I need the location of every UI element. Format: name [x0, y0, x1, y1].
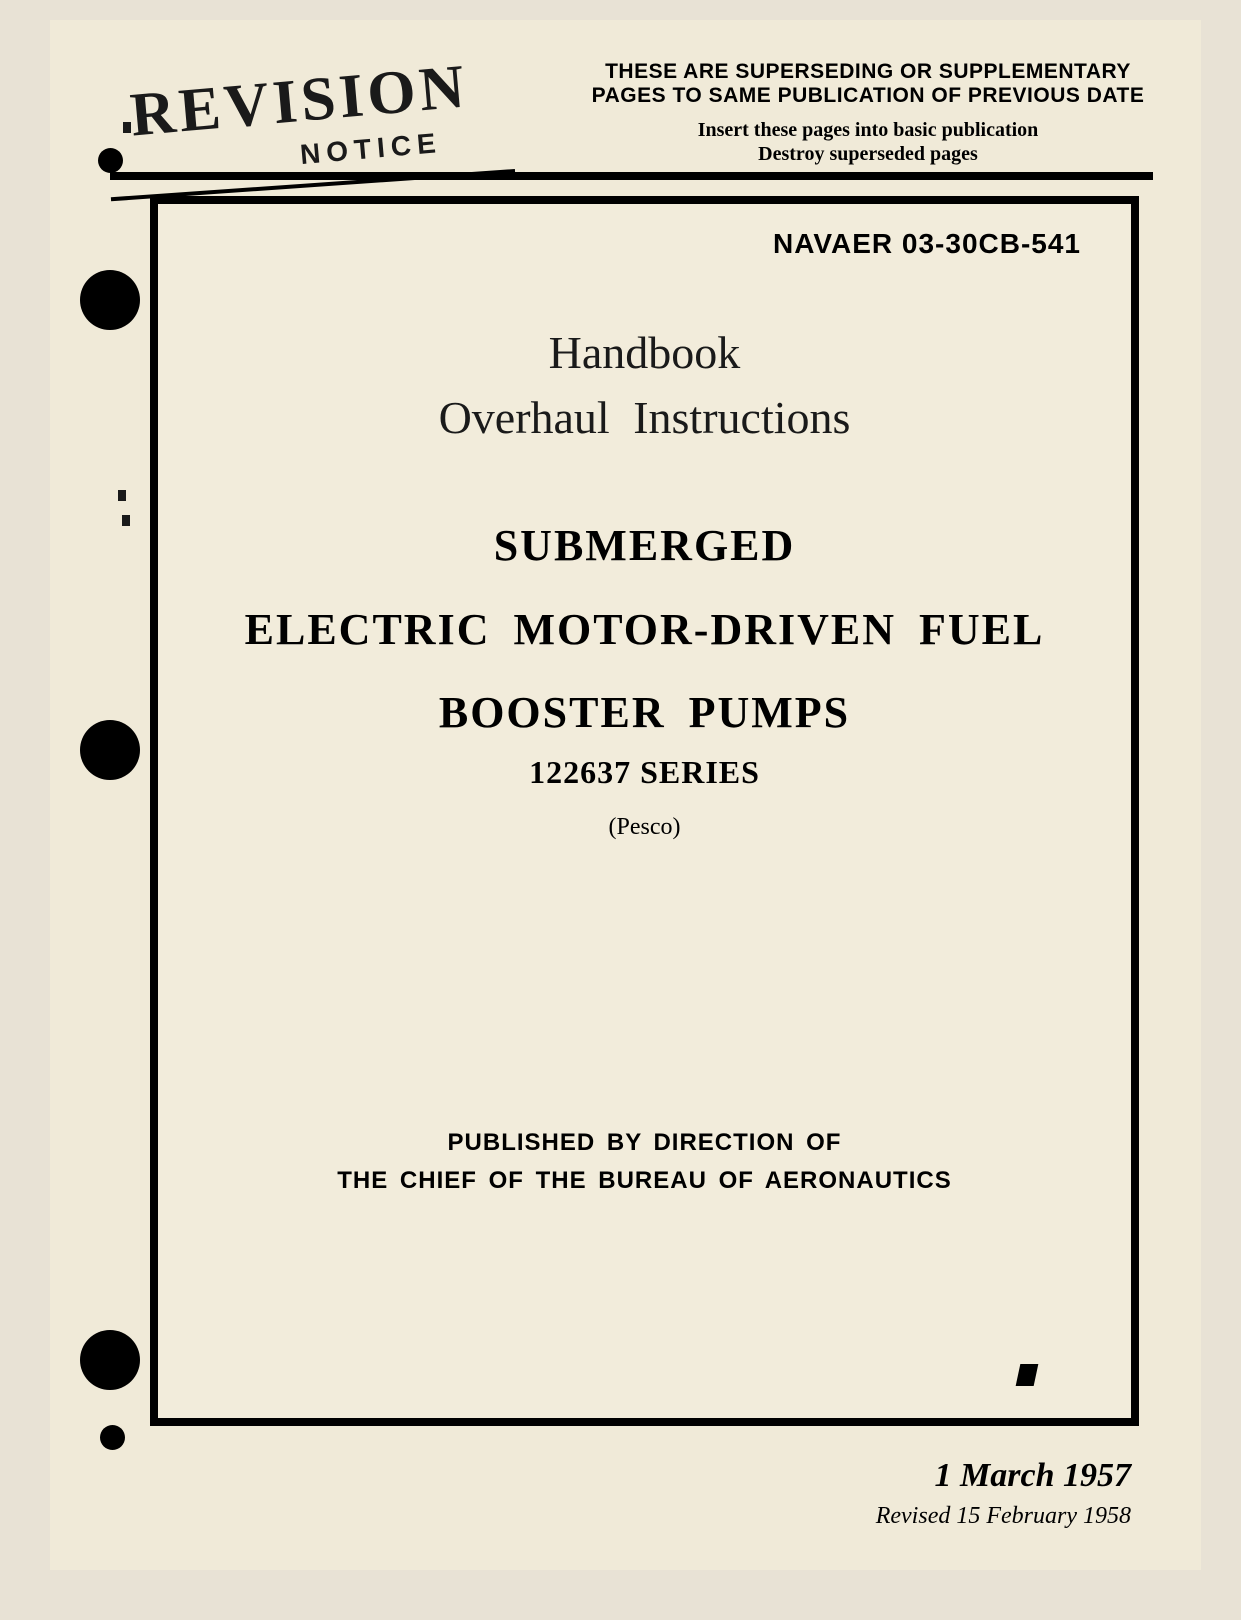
- published-line1: PUBLISHED BY DIRECTION OF: [158, 1124, 1131, 1162]
- ink-mark: [1016, 1364, 1039, 1386]
- title-block: Handbook Overhaul Instructions: [158, 326, 1131, 444]
- ink-mark: [100, 1425, 125, 1450]
- hole-punch-mark: [80, 1330, 140, 1390]
- overhaul-heading: Overhaul Instructions: [158, 391, 1131, 444]
- revision-label-block: REVISION NOTICE: [110, 58, 520, 173]
- hole-punch-mark: [80, 270, 140, 330]
- revision-header-banner: REVISION NOTICE THESE ARE SUPERSEDING OR…: [110, 58, 1153, 180]
- destroy-text: Destroy superseded pages: [583, 142, 1153, 166]
- published-line2: THE CHIEF OF THE BUREAU OF AERONAUTICS: [158, 1162, 1131, 1200]
- manufacturer-name: (Pesco): [158, 814, 1131, 841]
- main-title-line2: ELECTRIC MOTOR-DRIVEN FUEL: [208, 588, 1081, 672]
- publisher-block: PUBLISHED BY DIRECTION OF THE CHIEF OF T…: [158, 1124, 1131, 1201]
- publication-date: 1 March 1957: [876, 1457, 1131, 1495]
- document-page: REVISION NOTICE THESE ARE SUPERSEDING OR…: [50, 20, 1201, 1570]
- main-title-line3: BOOSTER PUMPS: [208, 671, 1081, 755]
- date-block: 1 March 1957 Revised 15 February 1958: [876, 1457, 1131, 1530]
- ink-speck: [122, 515, 130, 526]
- insert-instructions: Insert these pages into basic publicatio…: [583, 118, 1153, 166]
- revision-date: Revised 15 February 1958: [876, 1503, 1131, 1530]
- publication-id: NAVAER 03-30CB-541: [773, 228, 1081, 260]
- hole-punch-mark: [80, 720, 140, 780]
- main-title-line1: SUBMERGED: [208, 504, 1081, 588]
- handbook-heading: Handbook: [158, 326, 1131, 379]
- superseding-text: THESE ARE SUPERSEDING OR SUPPLEMENTARY P…: [583, 60, 1153, 108]
- main-title: SUBMERGED ELECTRIC MOTOR-DRIVEN FUEL BOO…: [208, 504, 1081, 755]
- document-frame: NAVAER 03-30CB-541 Handbook Overhaul Ins…: [150, 196, 1139, 1426]
- superseding-notice: THESE ARE SUPERSEDING OR SUPPLEMENTARY P…: [583, 60, 1153, 166]
- ink-speck: [118, 490, 126, 501]
- insert-text: Insert these pages into basic publicatio…: [583, 118, 1153, 142]
- series-number: 122637 SERIES: [158, 754, 1131, 791]
